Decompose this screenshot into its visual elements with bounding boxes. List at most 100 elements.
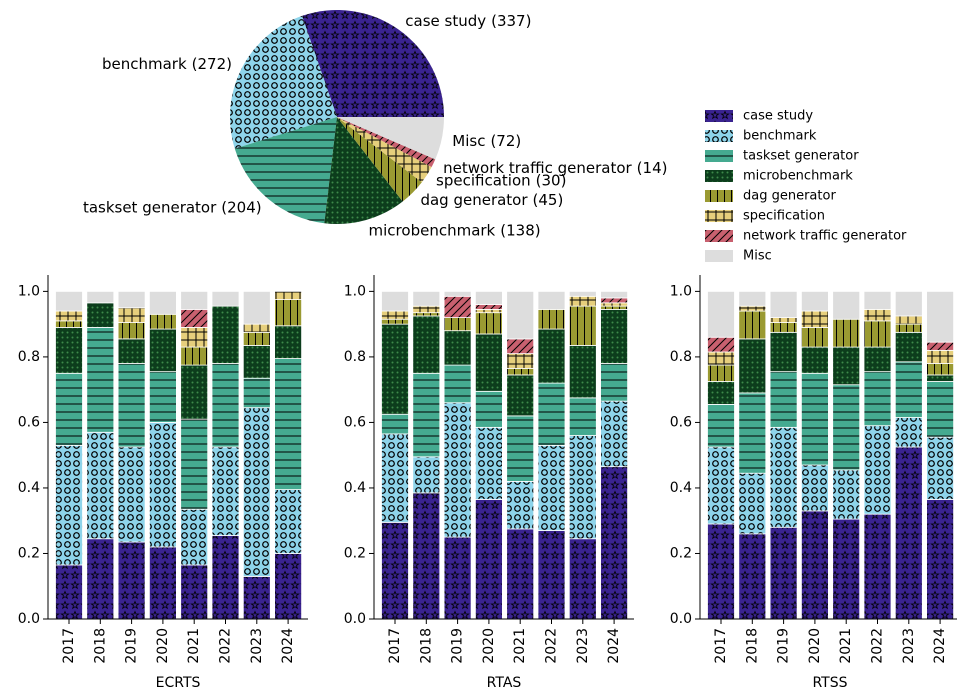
bar-segment (474, 304, 503, 310)
bar-segment (180, 290, 209, 310)
legend-label: network traffic generator (743, 229, 907, 244)
x-tick-label: 2019 (124, 628, 140, 664)
pie-label: Misc (72) (452, 131, 521, 149)
bar-segment (55, 310, 83, 322)
x-tick-label: 2021 (838, 628, 854, 664)
bar-segment (568, 345, 597, 399)
bar-segment (894, 331, 923, 363)
bar-segment (769, 331, 798, 373)
y-tick-label: 0.0 (18, 611, 40, 627)
bar-segment (474, 499, 503, 620)
bar-segment (412, 372, 441, 458)
bar-segment (769, 322, 798, 333)
bar-segment (474, 390, 503, 428)
bar-segment (443, 402, 472, 538)
bar-segment (863, 513, 892, 620)
pie-label: taskset generator (204) (83, 198, 262, 216)
y-tick-label: 0.4 (670, 480, 692, 496)
x-tick-label: 2019 (450, 628, 466, 664)
x-tick-label: 2020 (155, 628, 171, 664)
legend-label: benchmark (743, 129, 817, 144)
bar-segment (537, 290, 566, 310)
x-tick-label: 2017 (387, 628, 403, 664)
bar-segment (926, 363, 954, 376)
y-tick-label: 1.0 (18, 283, 40, 299)
bar-segment (600, 302, 628, 307)
bar-segment (832, 384, 861, 471)
bar-segment (117, 290, 146, 309)
x-tick-label: 2017 (713, 628, 729, 664)
y-tick-label: 0.6 (18, 414, 40, 430)
bar-segment (832, 518, 861, 620)
bar-segment (832, 469, 861, 520)
bar-segment (832, 318, 861, 348)
bar-segment (180, 308, 209, 328)
bar-segment (180, 364, 209, 420)
bar-segment (117, 446, 146, 543)
bar-segment (738, 305, 767, 312)
bar-segment (148, 422, 177, 548)
x-tick-label: 2023 (575, 628, 591, 664)
legend-swatch (705, 230, 733, 242)
bar-segment (242, 323, 271, 333)
bar-segment (801, 310, 829, 328)
bar-segment (381, 318, 409, 325)
bar-segment (926, 349, 954, 364)
y-tick-label: 0.0 (344, 611, 366, 627)
pie-slice (301, 9, 444, 118)
bar-segment (180, 508, 209, 566)
bar-segment (148, 546, 177, 620)
bar-segment (707, 446, 735, 525)
legend-label: dag generator (743, 189, 836, 204)
bar-segment (863, 346, 892, 373)
legend-swatch (705, 170, 733, 182)
x-tick-label: 2023 (249, 628, 265, 664)
bar-segment (707, 364, 735, 382)
pie-label-value: (30) (536, 171, 567, 189)
bar-segment (86, 431, 115, 540)
y-tick-label: 0.8 (18, 349, 40, 365)
pie-label: case study (337) (405, 12, 531, 30)
bar-segment (148, 371, 177, 423)
y-tick-label: 0.8 (670, 349, 692, 365)
bar-segment (707, 404, 735, 448)
bar-segment (863, 290, 892, 310)
bar-segment (506, 353, 535, 369)
bar-segment (86, 290, 115, 304)
bar-segment (600, 305, 628, 310)
bar-segment (180, 418, 209, 510)
bar-segment (180, 327, 209, 348)
bar-segment (707, 351, 735, 366)
bar-segment (600, 297, 628, 304)
bar-segment (832, 290, 861, 320)
bar-segment (381, 310, 409, 320)
pie-label-name: Misc (452, 131, 485, 149)
bar-segment (180, 346, 209, 366)
bar-segment (801, 464, 829, 512)
bar-segment (506, 290, 535, 340)
pie-label-value: (14) (637, 158, 668, 176)
y-tick-label: 0.6 (670, 414, 692, 430)
bar-segment (148, 328, 177, 373)
x-tick-label: 2022 (218, 628, 234, 664)
bar-segment (506, 415, 535, 482)
bar-segment (832, 346, 861, 386)
bar-segment (381, 323, 409, 415)
bar-segment (117, 307, 146, 323)
bar-segment (863, 425, 892, 515)
pie-slice (337, 117, 432, 183)
pie-label-name: specification (436, 171, 531, 189)
bar-segment (474, 333, 503, 392)
bar-segment (568, 295, 597, 307)
x-tick-label: 2024 (606, 628, 622, 664)
bar-segment (537, 382, 566, 446)
bar-segment (568, 538, 597, 620)
bar-segment (738, 392, 767, 474)
bar-segment (274, 358, 303, 490)
bar-segment (707, 523, 735, 620)
y-tick-label: 0.8 (344, 349, 366, 365)
bar-segment (55, 564, 83, 620)
bar-segment (506, 367, 535, 376)
y-tick-label: 0.2 (18, 545, 40, 561)
bar-segment (274, 299, 303, 327)
